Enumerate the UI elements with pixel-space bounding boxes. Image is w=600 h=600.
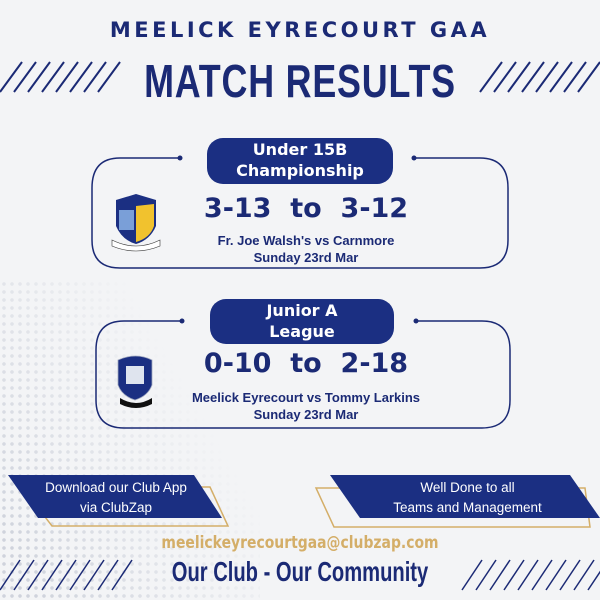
contact-email[interactable]: meelickeyrecourtgaa@clubzap.com	[161, 533, 439, 553]
competition-badge-1: Under 15B Championship	[207, 138, 393, 184]
competition-line-1: Under 15B	[252, 140, 348, 159]
match-info-2: Meelick Eyrecourt vs Tommy Larkins Sunda…	[0, 389, 600, 423]
date-2: Sunday 23rd Mar	[253, 407, 359, 422]
stripes-top-left	[0, 61, 121, 93]
match-info-1: Fr. Joe Walsh's vs Carnmore Sunday 23rd …	[0, 232, 600, 266]
teams-2: Meelick Eyrecourt vs Tommy Larkins	[191, 390, 421, 405]
date-1: Sunday 23rd Mar	[253, 250, 359, 265]
result-card-2-border	[95, 320, 511, 429]
page-title: MATCH RESULTS	[144, 55, 456, 107]
score-1: 3-13 to 3-12	[203, 193, 409, 224]
banner-line: Download our Club App	[45, 480, 187, 495]
banner-line: Well Done to all	[420, 480, 515, 495]
club-name: MEELICK EYRECOURT GAA	[109, 18, 491, 42]
club-motto: Our Club - Our Community	[171, 556, 429, 587]
meelick-eyrecourt-crest-icon	[117, 355, 153, 408]
competition-line-2: Championship	[236, 161, 364, 180]
score-2: 0-10 to 2-18	[203, 348, 409, 379]
banner-line: via ClubZap	[79, 500, 153, 515]
stripes-top-right	[479, 61, 600, 93]
competition-line-1: Junior A	[266, 301, 338, 320]
stripes-bottom-right	[461, 559, 600, 591]
app-download-banner[interactable]: Download our Club App via ClubZap	[16, 478, 216, 518]
result-card-1-border	[91, 157, 509, 269]
congrats-banner: Well Done to all Teams and Management	[360, 478, 575, 518]
congrats-banner-shape	[330, 475, 600, 518]
teams-1: Fr. Joe Walsh's vs Carnmore	[217, 233, 395, 248]
competition-badge-2: Junior A League	[210, 299, 394, 344]
app-banner-shape	[8, 475, 222, 518]
competition-line-2: League	[269, 322, 335, 341]
stripes-bottom-left	[0, 559, 133, 591]
banner-line: Teams and Management	[393, 500, 542, 515]
fr-joe-walshs-crest-icon	[111, 194, 161, 252]
